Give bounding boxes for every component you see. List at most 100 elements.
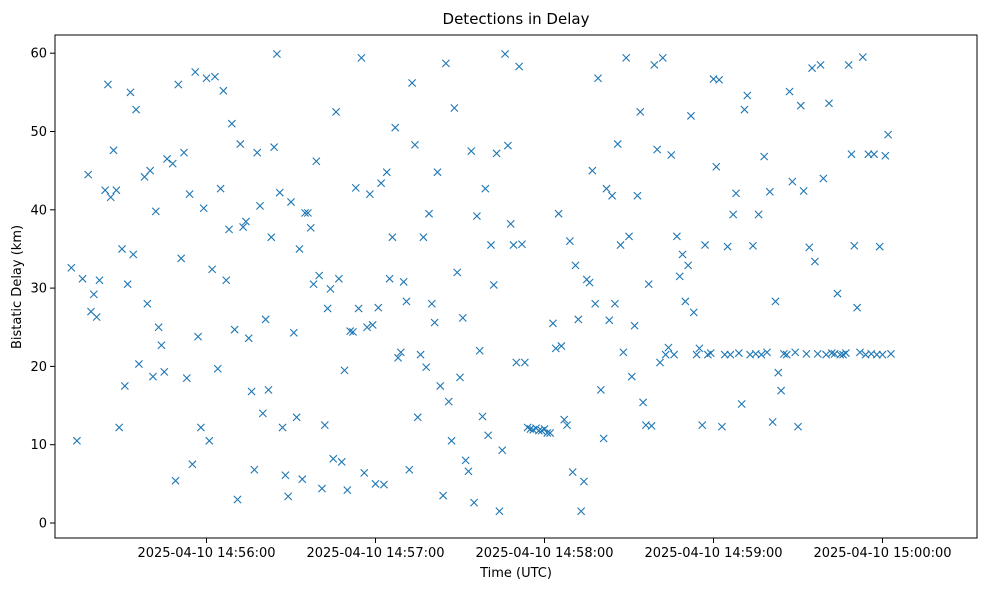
data-point	[492, 149, 501, 158]
data-point	[464, 467, 473, 476]
data-point	[850, 241, 859, 250]
data-point	[841, 349, 850, 358]
data-point	[619, 348, 628, 357]
data-point	[771, 297, 780, 306]
chart-title: Detections in Delay	[443, 10, 590, 28]
data-point	[670, 350, 679, 359]
data-point	[737, 399, 746, 408]
data-point	[250, 465, 259, 474]
data-point	[605, 316, 614, 325]
data-point	[109, 146, 118, 155]
data-point	[399, 277, 408, 286]
data-point	[827, 349, 836, 358]
data-point	[763, 348, 772, 357]
data-point	[554, 209, 563, 218]
data-point	[864, 150, 873, 159]
data-point	[143, 299, 152, 308]
data-point	[115, 423, 124, 432]
data-point	[148, 372, 157, 381]
data-point	[436, 381, 445, 390]
data-point	[292, 413, 301, 422]
data-point	[208, 265, 217, 274]
data-point	[565, 237, 574, 246]
data-point	[202, 74, 211, 83]
data-point	[391, 123, 400, 132]
data-point	[734, 349, 743, 358]
data-point	[433, 168, 442, 177]
data-point	[365, 190, 374, 199]
data-point	[126, 88, 135, 97]
data-point	[568, 468, 577, 477]
data-point	[185, 190, 194, 199]
data-point	[489, 280, 498, 289]
data-point	[377, 179, 386, 188]
data-point	[199, 204, 208, 213]
data-point	[374, 303, 383, 312]
data-point	[799, 187, 808, 195]
data-point	[548, 319, 557, 328]
data-point	[467, 147, 476, 156]
data-point	[596, 385, 605, 394]
data-point	[348, 327, 357, 336]
data-point	[154, 323, 163, 332]
data-point	[120, 381, 129, 390]
data-point	[320, 421, 329, 430]
data-point	[878, 350, 887, 359]
data-point	[394, 353, 403, 362]
data-point	[78, 274, 87, 283]
data-point	[810, 257, 819, 266]
y-tick-label: 0	[39, 517, 47, 532]
data-point	[813, 349, 822, 358]
data-point	[444, 397, 453, 406]
data-point	[833, 289, 842, 298]
data-point	[661, 350, 670, 359]
data-point	[326, 284, 335, 293]
data-point	[686, 111, 695, 120]
data-point	[303, 208, 312, 217]
data-point	[543, 428, 552, 437]
data-point	[363, 323, 372, 332]
data-point	[357, 53, 366, 62]
data-point	[179, 148, 188, 157]
data-point	[675, 272, 684, 281]
data-point	[506, 219, 515, 228]
x-axis-title: Time (UTC)	[479, 566, 552, 581]
x-tick-label: 2025-04-10 15:00:00	[813, 546, 951, 561]
data-point	[306, 223, 315, 232]
x-axis: 2025-04-10 14:56:00 2025-04-10 14:57:00 20…	[137, 538, 952, 561]
data-point	[225, 225, 234, 234]
data-point	[588, 166, 597, 175]
data-point	[371, 479, 380, 488]
data-point	[295, 244, 304, 253]
data-point	[475, 346, 484, 355]
data-point	[503, 141, 512, 150]
data-point	[808, 64, 817, 73]
data-point	[672, 232, 681, 241]
data-point	[168, 159, 177, 168]
data-point	[726, 350, 735, 359]
data-point	[157, 341, 166, 350]
data-point	[557, 342, 566, 351]
data-point	[658, 53, 667, 62]
data-point	[351, 183, 360, 192]
data-point	[591, 299, 600, 308]
data-point	[472, 212, 481, 221]
x-tick-label: 2025-04-10 14:56:00	[137, 546, 275, 561]
data-point	[689, 308, 698, 317]
data-point	[653, 145, 662, 154]
data-point	[546, 428, 555, 437]
y-tick-label: 10	[30, 438, 47, 453]
data-point	[847, 150, 856, 159]
data-point	[717, 422, 726, 431]
data-point	[853, 303, 862, 312]
plot-frame	[54, 34, 978, 539]
data-point	[439, 491, 448, 500]
data-point	[425, 209, 434, 218]
data-point	[678, 250, 687, 259]
data-point	[501, 49, 510, 58]
data-point	[517, 240, 526, 249]
data-point	[748, 241, 757, 250]
data-point	[244, 334, 253, 343]
data-point	[630, 321, 639, 330]
